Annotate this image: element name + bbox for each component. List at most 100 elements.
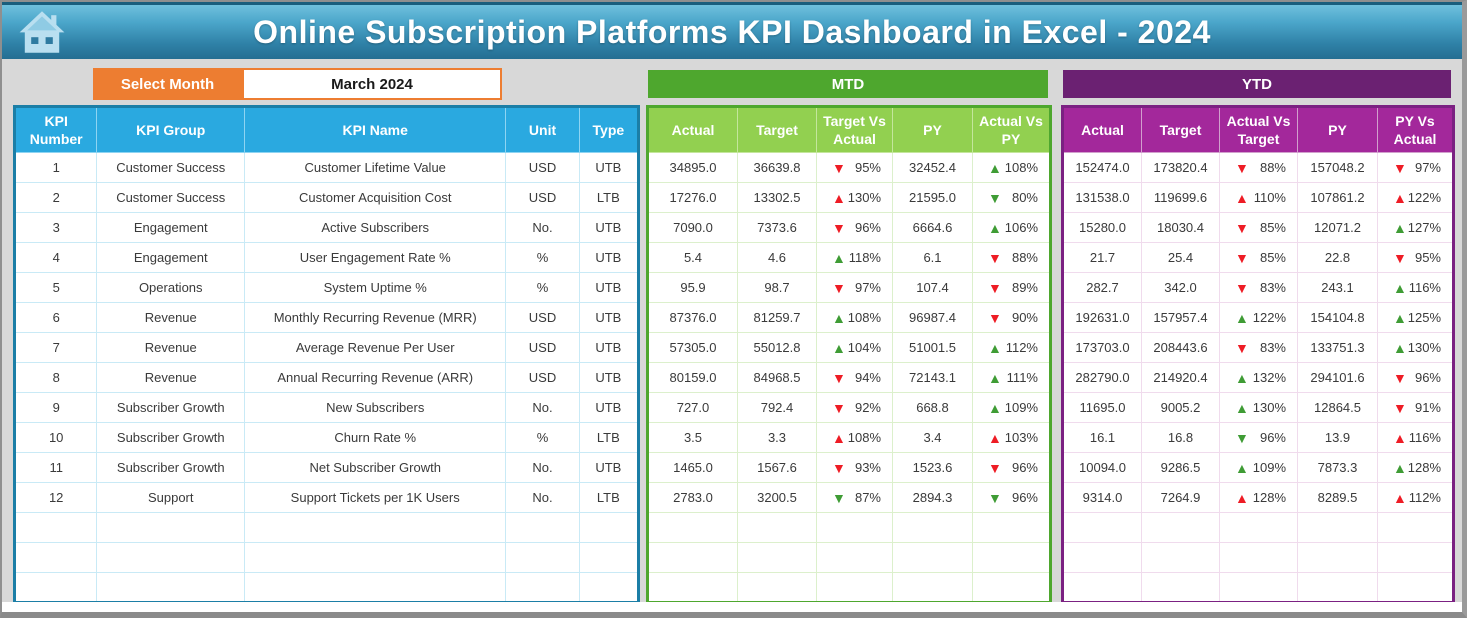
data-cell: Subscriber Growth (96, 452, 246, 483)
indicator-cell: ▲ 118% (816, 242, 893, 273)
indicator: ▼ 90% (975, 310, 1047, 325)
indicator: ▲ 106% (975, 220, 1047, 235)
data-cell: Active Subscribers (244, 212, 507, 243)
triangle-up-icon: ▲ (988, 339, 1002, 356)
data-cell: 4.6 (737, 242, 817, 273)
data-cell: 5.4 (647, 242, 738, 273)
percent-value: 122% (1252, 310, 1286, 325)
indicator-cell: ▲ 122% (1377, 182, 1454, 213)
table-row: 8 Revenue Annual Recurring Revenue (ARR) US… (13, 362, 640, 393)
indicator-cell: ▼ 85% (1219, 242, 1298, 273)
table-row: 15280.0 18030.4 ▼ 85% 12071.2 ▲ 127% (1062, 212, 1454, 243)
data-cell: 294101.6 (1297, 362, 1378, 393)
empty-row (13, 542, 640, 573)
data-cell: Engagement (96, 212, 246, 243)
empty-cell (1141, 512, 1220, 543)
indicator-cell: ▲ 112% (972, 332, 1051, 363)
data-cell: 2783.0 (647, 482, 738, 513)
table-row: 95.9 98.7 ▼ 97% 107.4 ▼ 89% (647, 272, 1051, 303)
triangle-up-icon: ▲ (832, 189, 846, 206)
empty-cell (13, 542, 98, 573)
table-row: 2783.0 3200.5 ▼ 87% 2894.3 ▼ 96% (647, 482, 1051, 513)
empty-cell (1377, 512, 1454, 543)
indicator-cell: ▲ 104% (816, 332, 893, 363)
indicator-cell: ▼ 87% (816, 482, 893, 513)
table-row: 7090.0 7373.6 ▼ 96% 6664.6 ▲ 106% (647, 212, 1051, 243)
data-cell: 131538.0 (1062, 182, 1142, 213)
data-cell: 12864.5 (1297, 392, 1378, 423)
percent-value: 130% (1407, 340, 1441, 355)
empty-cell (892, 512, 973, 543)
table-row: 727.0 792.4 ▼ 92% 668.8 ▲ 109% (647, 392, 1051, 423)
mtd-table-body: 34895.0 36639.8 ▼ 95% 32452.4 ▲ 108% 17276.0 133… (647, 152, 1051, 603)
triangle-up-icon: ▲ (1393, 279, 1407, 296)
data-cell: Churn Rate % (244, 422, 507, 453)
data-cell: Net Subscriber Growth (244, 452, 507, 483)
triangle-up-icon: ▲ (988, 429, 1002, 446)
bottom-strip (2, 602, 1462, 612)
data-cell: 32452.4 (892, 152, 973, 183)
indicator: ▼ 92% (819, 400, 890, 415)
percent-value: 85% (1259, 250, 1286, 265)
data-cell: 6.1 (892, 242, 973, 273)
percent-value: 130% (1252, 400, 1286, 415)
data-cell: New Subscribers (244, 392, 507, 423)
percent-value: 108% (847, 430, 881, 445)
percent-value: 95% (854, 160, 881, 175)
data-cell: 11 (13, 452, 98, 483)
data-cell: 154104.8 (1297, 302, 1378, 333)
indicator-cell: ▼ 94% (816, 362, 893, 393)
data-cell: 8289.5 (1297, 482, 1378, 513)
empty-cell (1219, 542, 1298, 573)
indicator-cell: ▲ 109% (972, 392, 1051, 423)
data-cell: UTB (578, 272, 640, 303)
indicator-cell: ▼ 89% (972, 272, 1051, 303)
triangle-up-icon: ▲ (1393, 189, 1407, 206)
data-cell: 6664.6 (892, 212, 973, 243)
triangle-up-icon: ▲ (988, 159, 1002, 176)
empty-cell (1062, 512, 1142, 543)
data-cell: 87376.0 (647, 302, 738, 333)
data-cell: UTB (578, 362, 640, 393)
indicator-cell: ▲ 116% (1377, 422, 1454, 453)
indicator: ▲ 116% (1380, 430, 1450, 445)
percent-value: 80% (1011, 190, 1038, 205)
data-cell: Subscriber Growth (96, 392, 246, 423)
empty-cell (647, 512, 738, 543)
triangle-up-icon: ▲ (1235, 189, 1249, 206)
data-cell: LTB (578, 482, 640, 513)
percent-value: 96% (1414, 370, 1441, 385)
data-cell: 81259.7 (737, 302, 817, 333)
percent-value: 104% (847, 340, 881, 355)
indicator: ▲ 125% (1380, 310, 1450, 325)
empty-cell (737, 572, 817, 603)
triangle-up-icon: ▲ (1393, 219, 1407, 236)
triangle-down-icon: ▼ (988, 189, 1002, 206)
data-cell: 10 (13, 422, 98, 453)
col-header-ytd-target: Target (1141, 106, 1220, 153)
percent-value: 94% (854, 370, 881, 385)
empty-cell (1219, 572, 1298, 603)
table-row: 282790.0 214920.4 ▲ 132% 294101.6 ▼ 96% (1062, 362, 1454, 393)
indicator: ▲ 103% (975, 430, 1047, 445)
table-row: 2 Customer Success Customer Acquisition Co… (13, 182, 640, 213)
percent-value: 96% (854, 220, 881, 235)
data-cell: USD (505, 152, 580, 183)
data-cell: Support (96, 482, 246, 513)
data-cell: USD (505, 182, 580, 213)
data-cell: 152474.0 (1062, 152, 1142, 183)
data-cell: 107.4 (892, 272, 973, 303)
percent-value: 96% (1259, 430, 1286, 445)
table-row: 57305.0 55012.8 ▲ 104% 51001.5 ▲ 112% (647, 332, 1051, 363)
table-row: 1 Customer Success Customer Lifetime Value… (13, 152, 640, 183)
data-cell: Revenue (96, 302, 246, 333)
empty-cell (578, 572, 640, 603)
triangle-up-icon: ▲ (1393, 459, 1407, 476)
indicator-cell: ▼ 95% (816, 152, 893, 183)
data-cell: 173820.4 (1141, 152, 1220, 183)
col-header-mtd-target: Target (737, 106, 817, 153)
home-button[interactable] (17, 10, 67, 56)
triangle-down-icon: ▼ (1393, 159, 1407, 176)
data-cell: USD (505, 302, 580, 333)
month-select-value[interactable]: March 2024 (242, 68, 502, 100)
